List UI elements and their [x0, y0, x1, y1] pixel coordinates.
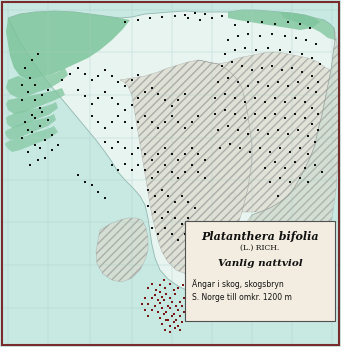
Text: Platanthera bifolia: Platanthera bifolia [201, 230, 319, 242]
Polygon shape [96, 218, 148, 282]
Text: (L.) RICH.: (L.) RICH. [240, 244, 280, 252]
Polygon shape [5, 126, 58, 152]
Polygon shape [242, 28, 339, 280]
Text: Vanlig nattviol: Vanlig nattviol [218, 260, 302, 269]
Polygon shape [228, 10, 320, 30]
FancyBboxPatch shape [185, 221, 335, 321]
Polygon shape [6, 68, 68, 98]
Polygon shape [245, 234, 255, 243]
Polygon shape [228, 192, 236, 198]
Polygon shape [6, 11, 130, 80]
Text: S. Norge till omkr. 1200 m: S. Norge till omkr. 1200 m [192, 294, 292, 303]
Polygon shape [6, 88, 65, 114]
Polygon shape [8, 10, 335, 293]
Polygon shape [198, 52, 331, 212]
Polygon shape [6, 102, 58, 128]
Polygon shape [280, 12, 335, 40]
Polygon shape [120, 60, 252, 275]
Text: Ängar i skog, skogsbryn: Ängar i skog, skogsbryn [192, 279, 284, 289]
Polygon shape [5, 114, 56, 140]
